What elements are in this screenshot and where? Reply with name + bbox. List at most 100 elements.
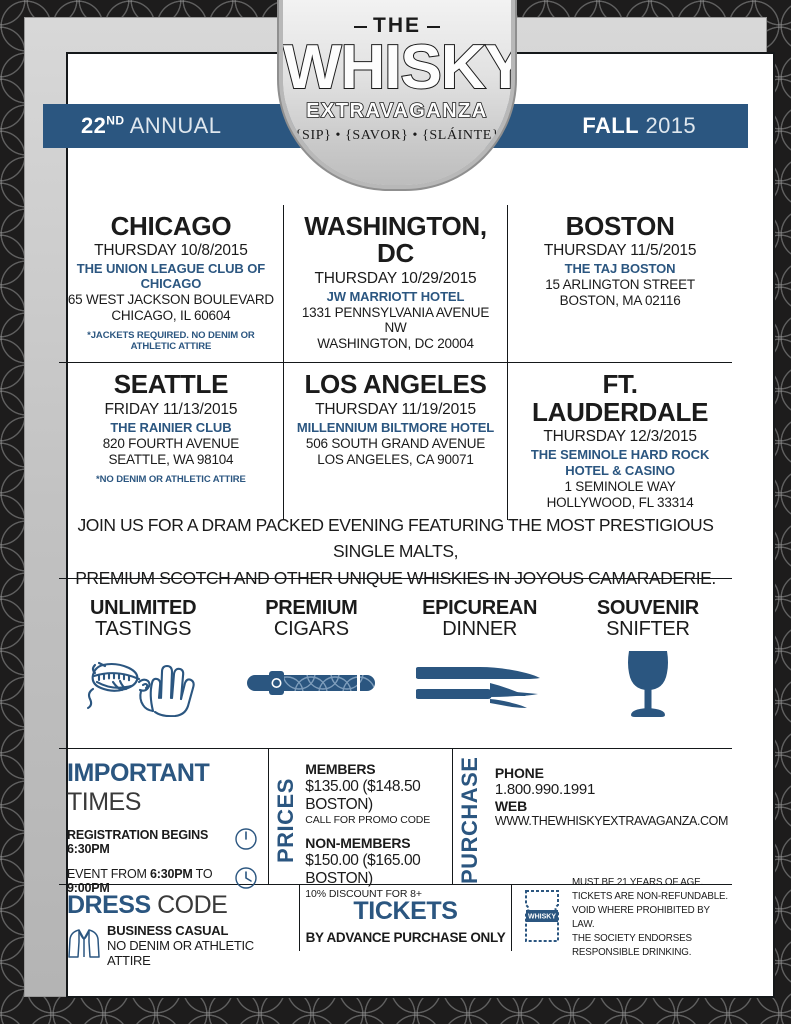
feature-title-top: UNLIMITED	[90, 597, 197, 619]
city-schedule-table: CHICAGO THURSDAY 10/8/2015 THE UNION LEA…	[59, 205, 732, 520]
city-date: THURSDAY 11/19/2015	[315, 400, 476, 418]
city-name: FT. LAUDERDALE	[532, 369, 709, 427]
city-address-line2: LOS ANGELES, CA 90071	[317, 451, 474, 467]
clock-icon-registration	[234, 827, 258, 856]
legal-line3: VOID WHERE PROHIBITED BY LAW.	[572, 905, 710, 930]
city-venue: THE SEMINOLE HARD ROCK	[530, 446, 710, 462]
description-line2: PREMIUM SCOTCH AND OTHER UNIQUE WHISKIES…	[75, 567, 716, 588]
legal-line1: MUST BE 21 YEARS OF AGE.	[572, 877, 704, 889]
city-cell-ft-lauderdale: FT. LAUDERDALE THURSDAY 12/3/2015 THE SE…	[507, 362, 732, 520]
event-time-row: EVENT FROM 6:30PM TO 9:00PM	[67, 866, 258, 895]
city-cell-boston: BOSTON THURSDAY 11/5/2015 THE TAJ BOSTON…	[507, 205, 732, 364]
nonmembers-note: 10% DISCOUNT FOR 8+	[305, 888, 422, 900]
city-venue: THE RAINIER CLUB	[110, 419, 232, 435]
city-date: THURSDAY 10/8/2015	[94, 242, 248, 260]
logo-tagline: {SIP} • {SAVOR} • {SLÁINTE}	[294, 127, 500, 143]
important-times-section: IMPORTANT TIMES REGISTRATION BEGINS 6:30…	[59, 749, 268, 895]
purchase-vertical-label: PURCHASE	[456, 756, 482, 884]
purchase-body: PHONE 1.800.990.1991 WEB WWW.THEWHISKYEX…	[487, 757, 728, 884]
city-name: WASHINGTON, DC	[304, 211, 487, 269]
feature-title-top: EPICUREAN	[422, 597, 538, 619]
divider-rule	[59, 578, 732, 579]
city-name: CHICAGO	[110, 211, 232, 241]
feature-title-top: PREMIUM	[265, 597, 358, 619]
dress-code-section: DRESS CODE BUSINES	[59, 885, 299, 968]
section-heading: DRESS CODE	[67, 891, 291, 920]
feature-epicurean-dinner: EPICUREAN DINNER	[396, 598, 564, 738]
logo-the-text: THE	[354, 14, 440, 37]
city-dress-note: *JACKETS REQUIRED. NO DENIM OR ATHLETIC …	[87, 330, 255, 353]
city-date: THURSDAY 11/5/2015	[543, 242, 697, 260]
city-date: FRIDAY 11/13/2015	[104, 400, 238, 418]
event-end-time: 9:00PM	[67, 880, 110, 895]
event-start-time: 6:30PM	[150, 866, 193, 881]
event-description: JOIN US FOR A DRAM PACKED EVENING FEATUR…	[59, 512, 732, 591]
dress-code-text: BUSINESS CASUAL NO DENIM OR ATHLETIC ATT…	[107, 923, 291, 968]
info-panel: IMPORTANT TIMES REGISTRATION BEGINS 6:30…	[59, 748, 732, 968]
city-cell-los-angeles: LOS ANGELES THURSDAY 11/19/2015 MILLENNI…	[282, 362, 509, 520]
table-row: CHICAGO THURSDAY 10/8/2015 THE UNION LEA…	[59, 205, 732, 364]
city-cell-seattle: SEATTLE FRIDAY 11/13/2015 THE RAINIER CL…	[59, 362, 284, 520]
city-venue: THE UNION LEAGUE CLUB OF CHICAGO	[76, 261, 266, 292]
event-time-text: EVENT FROM 6:30PM TO 9:00PM	[67, 867, 234, 895]
knife-fork-icon	[396, 648, 564, 718]
city-address-line2: CHICAGO, IL 60604	[111, 308, 231, 324]
city-venue-line2: HOTEL & CASINO	[565, 462, 675, 478]
registration-text: REGISTRATION BEGINS 6:30PM	[67, 828, 234, 856]
city-name: BOSTON	[565, 211, 675, 241]
city-address-line1: 1331 PENNSYLVANIA AVENUE NW	[301, 304, 490, 335]
city-address-line1: 15 ARLINGTON STREET	[545, 277, 695, 293]
section-heading: IMPORTANT TIMES	[67, 759, 258, 817]
city-address-line1: 1 SEMINOLE WAY	[564, 478, 676, 494]
table-row: SEATTLE FRIDAY 11/13/2015 THE RAINIER CL…	[59, 362, 732, 520]
members-note: CALL FOR PROMO CODE	[305, 814, 431, 826]
hand-pouring-dram-icon	[59, 648, 227, 718]
feature-title-top: SOUVENIR	[596, 597, 699, 619]
legal-line2: TICKETS ARE NON-REFUNDABLE.	[572, 891, 728, 903]
city-address-line2: BOSTON, MA 02116	[559, 293, 681, 309]
event-mid: TO	[195, 866, 213, 881]
times-heading-strong: IMPORTANT	[67, 759, 210, 787]
phone-number[interactable]: 1.800.990.1991	[494, 781, 595, 798]
prices-body: MEMBERS $135.00 ($148.50 BOSTON) CALL FO…	[299, 757, 446, 900]
info-panel-top-row: IMPORTANT TIMES REGISTRATION BEGINS 6:30…	[59, 749, 732, 900]
legal-text-block: MUST BE 21 YEARS OF AGE. TICKETS ARE NON…	[572, 876, 732, 959]
banner-edition: 22ND ANNUAL	[81, 113, 221, 139]
city-venue: JW MARRIOTT HOTEL	[326, 288, 465, 304]
logo-sub-text: EXTRAVAGANZA	[305, 99, 488, 123]
ticket-stub-icon: WHISKY	[522, 889, 562, 948]
ticket-stub-text: WHISKY	[528, 913, 556, 920]
web-url[interactable]: WWW.THEWHISKYEXTRAVAGANZA.COM	[494, 814, 728, 828]
city-address-line1: 820 FOURTH AVENUE	[102, 435, 240, 451]
members-amount: $135.00 ($148.50 BOSTON)	[305, 778, 421, 813]
feature-title-bottom: DINNER	[442, 618, 518, 640]
dress-code-line1: BUSINESS CASUAL	[107, 923, 229, 938]
city-name: LOS ANGELES	[304, 369, 487, 400]
banner-edition-number: 22	[81, 113, 107, 138]
tickets-heading: TICKETS	[353, 897, 458, 925]
snifter-glass-icon	[564, 648, 732, 718]
feature-premium-cigars: PREMIUM CIGARS	[227, 598, 395, 738]
city-dress-note: *NO DENIM OR ATHLETIC ATTIRE	[96, 473, 246, 485]
city-date: THURSDAY 10/29/2015	[314, 269, 477, 287]
banner-season-word: FALL	[582, 113, 639, 138]
city-address-line2: SEATTLE, WA 98104	[108, 451, 234, 467]
banner-edition-word: ANNUAL	[129, 113, 222, 138]
legal-line4: THE SOCIETY ENDORSES RESPONSIBLE DRINKIN…	[572, 932, 692, 958]
dress-code-line2: NO DENIM OR ATHLETIC ATTIRE	[107, 938, 254, 968]
dress-heading-strong: DRESS	[67, 891, 151, 919]
banner-year: 2015	[645, 113, 696, 138]
feature-title-bottom: TASTINGS	[95, 618, 192, 640]
feature-unlimited-tastings: UNLIMITED TASTINGS	[59, 598, 227, 738]
purchase-section: PURCHASE PHONE 1.800.990.1991 WEB WWW.TH…	[451, 749, 732, 884]
prices-section: PRICES MEMBERS $135.00 ($148.50 BOSTON) …	[268, 749, 452, 900]
city-address-line2: WASHINGTON, DC 20004	[317, 335, 474, 351]
city-venue: MILLENNIUM BILTMORE HOTEL	[296, 419, 495, 435]
city-date: THURSDAY 12/3/2015	[543, 427, 697, 445]
nonmembers-heading: NON-MEMBERS	[305, 835, 411, 851]
cigar-icon	[227, 648, 395, 718]
city-name: SEATTLE	[113, 369, 229, 400]
suit-jacket-icon	[67, 928, 101, 963]
city-cell-chicago: CHICAGO THURSDAY 10/8/2015 THE UNION LEA…	[59, 205, 284, 364]
city-address-line2: HOLLYWOOD, FL 33314	[546, 494, 694, 510]
